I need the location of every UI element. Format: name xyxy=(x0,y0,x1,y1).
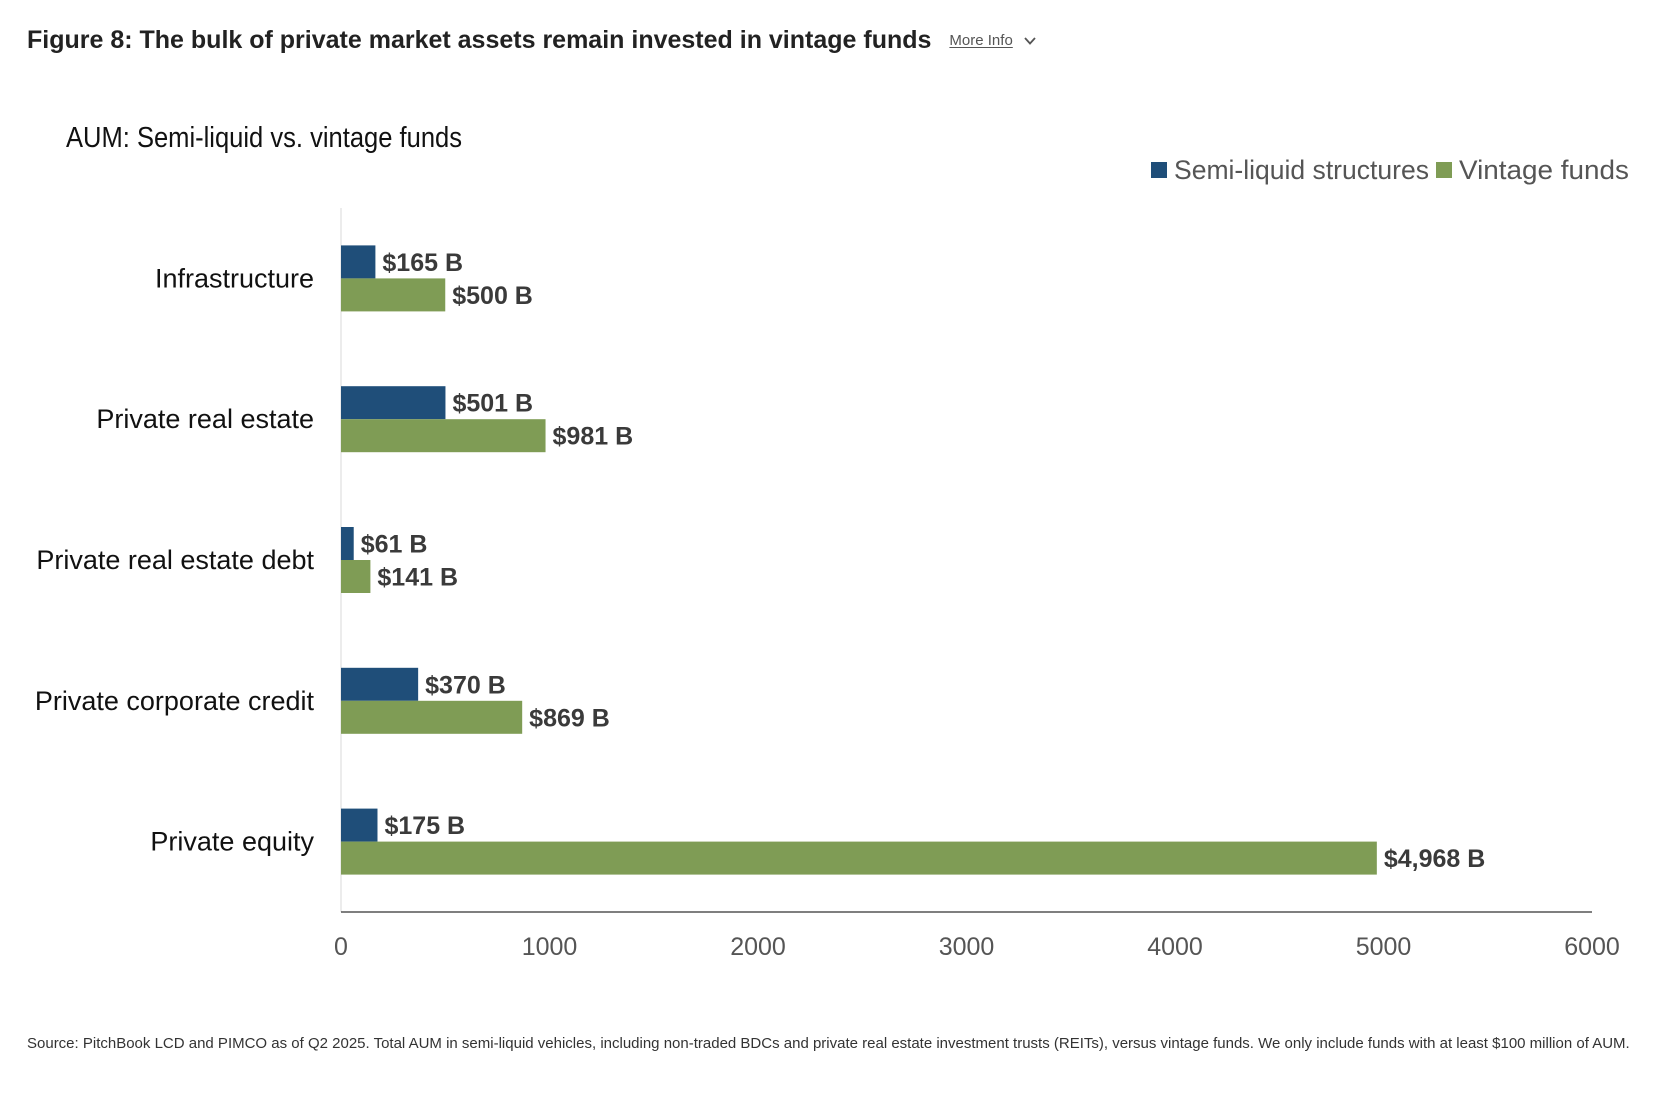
category-label: Private equity xyxy=(150,827,314,857)
data-label: $4,968 B xyxy=(1384,845,1485,873)
category-label: Private corporate credit xyxy=(35,686,315,716)
bar xyxy=(341,560,371,593)
x-tick-label: 3000 xyxy=(939,933,995,961)
legend-label-2: Vintage funds xyxy=(1459,155,1629,185)
bar xyxy=(341,527,354,560)
bar xyxy=(341,700,523,734)
legend-label-1: Semi-liquid structures xyxy=(1174,155,1429,185)
category-label: Private real estate debt xyxy=(36,545,314,575)
bar xyxy=(341,841,1377,875)
x-tick-label: 6000 xyxy=(1564,933,1620,961)
data-label: $869 B xyxy=(529,704,610,732)
category-label: Infrastructure xyxy=(155,263,314,293)
x-tick-label: 2000 xyxy=(730,933,786,961)
data-label: $370 B xyxy=(425,671,506,699)
bar xyxy=(341,278,446,312)
figure-header: Figure 8: The bulk of private market ass… xyxy=(27,26,1037,55)
bar xyxy=(341,808,378,842)
bar xyxy=(341,419,546,453)
bar-chart: AUM: Semi-liquid vs. vintage funds Semi-l… xyxy=(35,122,1629,961)
data-label: $981 B xyxy=(553,423,634,451)
legend-swatch-2 xyxy=(1436,162,1452,178)
data-label: $165 B xyxy=(382,249,463,277)
source-note: Source: PitchBook LCD and PIMCO as of Q2… xyxy=(27,1035,1630,1052)
category-label: Private real estate xyxy=(96,404,314,434)
chevron-down-icon[interactable] xyxy=(1023,34,1037,48)
x-tick-label: 0 xyxy=(334,933,348,961)
bar xyxy=(341,386,446,420)
chart-title: AUM: Semi-liquid vs. vintage funds xyxy=(66,122,462,154)
data-label: $175 B xyxy=(384,812,465,840)
data-label: $500 B xyxy=(452,282,533,310)
data-label: $61 B xyxy=(361,531,428,559)
more-info-toggle[interactable]: More Info xyxy=(949,32,1036,49)
more-info-label[interactable]: More Info xyxy=(949,32,1013,49)
legend-swatch-1 xyxy=(1151,162,1167,178)
bar xyxy=(341,245,376,279)
x-tick-label: 5000 xyxy=(1356,933,1412,961)
data-label: $501 B xyxy=(452,390,533,418)
data-label: $141 B xyxy=(377,564,458,592)
x-tick-label: 1000 xyxy=(522,933,578,961)
bar xyxy=(341,667,419,701)
figure-title: Figure 8: The bulk of private market ass… xyxy=(27,26,932,54)
x-tick-label: 4000 xyxy=(1147,933,1203,961)
